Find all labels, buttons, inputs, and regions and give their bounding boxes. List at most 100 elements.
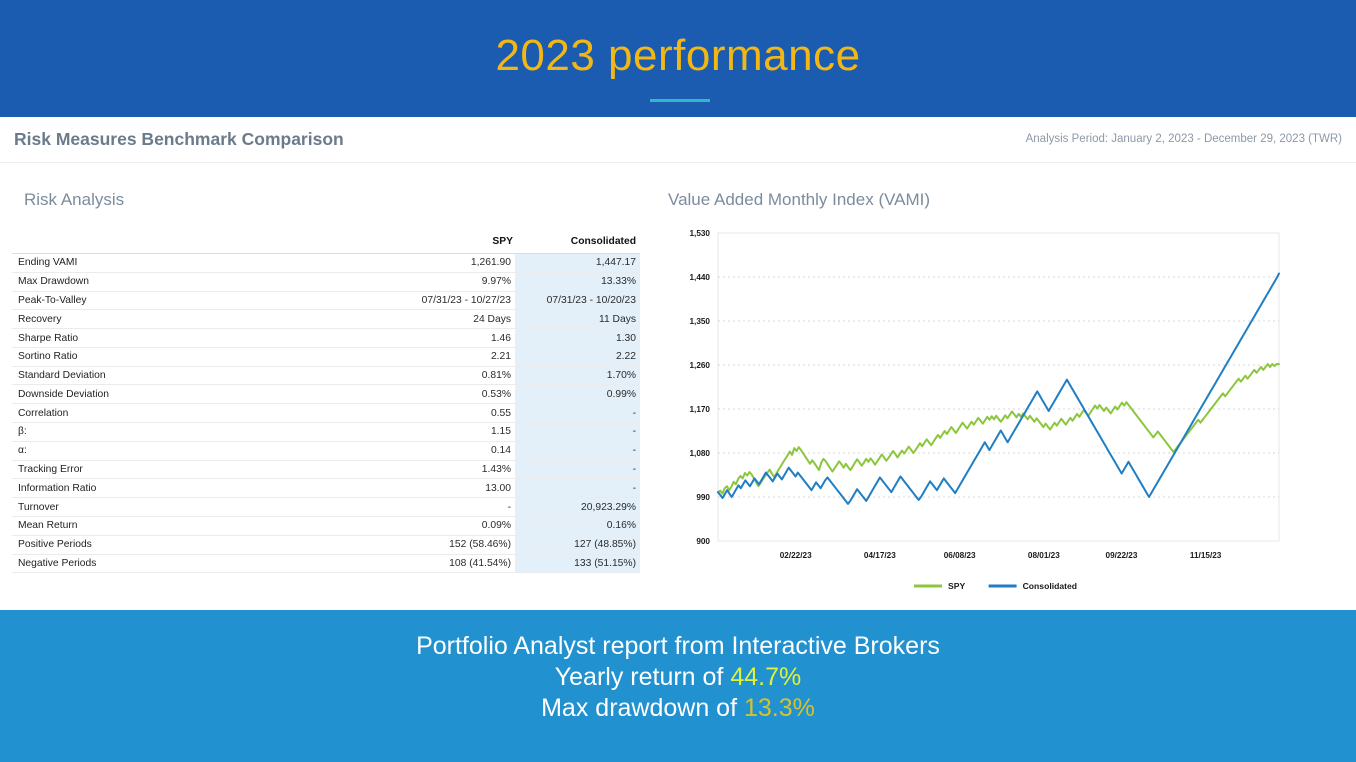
metric-label: Sharpe Ratio [12,328,240,348]
y-axis-tick: 900 [696,537,710,546]
chart-series [717,272,1280,505]
spy-value: 1.15 [240,422,515,442]
max-drawdown-label: Max drawdown of [541,694,744,722]
table-row: α: 0.14- [12,441,640,461]
spy-value: 1,261.90 [240,253,515,273]
metric-label: Ending VAMI [12,253,240,273]
consolidated-value: 2.22 [515,347,640,367]
consolidated-value: - [515,403,640,424]
analysis-period-label: Analysis Period: January 2, 2023 - Decem… [1025,133,1342,145]
column-header-spy: SPY [240,236,515,254]
consolidated-value: 1.30 [515,328,640,348]
risk-measures-table: SPY Consolidated Ending VAMI 1,261.90 1,44… [12,236,640,574]
x-axis-tick: 04/17/23 [864,551,896,560]
y-axis-tick: 990 [696,493,710,502]
vami-heading: Value Added Monthly Index (VAMI) [668,190,931,209]
metric-label: Mean Return [12,516,240,536]
y-axis-tick: 1,170 [690,405,711,414]
chart-legend: SPY Consolidated [914,581,1077,591]
spy-value: 1.43% [240,460,515,480]
consolidated-value: - [515,422,640,442]
table-row: Positive Periods 152 (58.46%) 127 (48.85%) [12,535,640,555]
yearly-return-label: Yearly return of [554,663,731,691]
table-row: Ending VAMI 1,261.90 1,447.17 [12,253,640,273]
page-title: 2023 performance [495,31,861,80]
metric-label: Recovery [12,309,240,330]
consolidated-value: 11 Days [515,309,640,330]
metric-label: α: [12,441,240,461]
spy-value: 07/31/23 - 10/27/23 [240,291,515,311]
metric-label: Peak-To-Valley [12,291,240,311]
table-header: SPY Consolidated [12,236,640,254]
metric-label: Positive Periods [12,535,240,555]
y-axis-tick-labels: 900 990 1,080 1,170 1,260 1,350 1,440 1,530 [690,229,711,546]
legend-label-spy: SPY [948,581,965,591]
column-header-consolidated: Consolidated [515,236,640,254]
x-axis-tick-labels: 02/22/23 04/17/23 06/08/23 08/01/23 09/22/23… [780,551,1222,560]
table-row: Sortino Ratio 2.21 2.22 [12,347,640,367]
column-header-metric [12,236,240,254]
spy-value: 0.53% [240,384,515,405]
metric-label: Sortino Ratio [12,347,240,367]
report-header: Risk Measures Benchmark Comparison Analy… [0,117,1356,163]
y-axis-tick: 1,440 [690,273,711,282]
legend-label-consolidated: Consolidated [1023,581,1077,591]
spy-value: 152 (58.46%) [240,535,515,555]
consolidated-value: 07/31/23 - 10/20/23 [515,291,640,311]
spy-value: 0.14 [240,441,515,461]
table-row: Sharpe Ratio 1.46 1.30 [12,328,640,348]
series-line-consolidated [717,272,1280,505]
table-row: Information Ratio 13.00- [12,478,640,499]
summary-line-source: Portfolio Analyst report from Interactiv… [416,632,940,660]
metric-label: Tracking Error [12,460,240,480]
metric-label: Negative Periods [12,554,240,574]
x-axis-tick: 02/22/23 [780,551,812,560]
x-axis-tick: 06/08/23 [944,551,976,560]
metric-label: Downside Deviation [12,384,240,405]
risk-analysis-heading: Risk Analysis [24,190,125,209]
report-title: Risk Measures Benchmark Comparison [14,129,344,149]
yearly-return-value: 44.7% [730,663,802,691]
spy-value: 9.97% [240,272,515,292]
metric-label: Correlation [12,403,240,424]
consolidated-value: 133 (51.15%) [515,554,640,574]
spy-value: 0.81% [240,366,515,386]
table-row: Downside Deviation 0.53% 0.99% [12,384,640,405]
y-gridlines [718,276,1279,498]
metric-label: β: [12,422,240,442]
y-axis-tick: 1,350 [690,317,711,326]
vami-chart-svg: 900 990 1,080 1,170 1,260 1,350 1,440 1,530 02/… [690,229,1280,591]
consolidated-value: - [515,460,640,480]
table-row: Turnover -20,923.29% [12,497,640,517]
consolidated-value: 0.16% [515,516,640,536]
spy-value: 1.46 [240,328,515,348]
consolidated-value: 0.99% [515,384,640,405]
x-axis-tick: 09/22/23 [1106,551,1138,560]
table-header-row: SPY Consolidated [12,236,640,254]
table-row: Recovery 24 Days 11 Days [12,309,640,330]
y-axis-tick: 1,530 [690,229,711,238]
table-row: Max Drawdown 9.97% 13.33% [12,272,640,292]
table-row: Standard Deviation 0.81% 1.70% [12,366,640,386]
spy-value: 2.21 [240,347,515,367]
table-row: Negative Periods 108 (41.54%) 133 (51.15%) [12,554,640,574]
metric-label: Standard Deviation [12,366,240,386]
consolidated-value: 1,447.17 [515,253,640,273]
x-axis-tick: 08/01/23 [1028,551,1060,560]
spy-value: 24 Days [240,309,515,330]
vami-chart: 900 990 1,080 1,170 1,260 1,350 1,440 1,530 02/… [668,222,1288,602]
table-row: Mean Return 0.09% 0.16% [12,516,640,536]
consolidated-value: 13.33% [515,272,640,292]
max-drawdown-value: 13.3% [743,694,815,722]
table-row: Tracking Error 1.43% - [12,460,640,480]
table-row: Peak-To-Valley 07/31/23 - 10/27/23 07/31/2… [12,291,640,311]
metric-label: Turnover [12,497,240,517]
x-axis-tick: 11/15/23 [1190,551,1222,560]
plot-area-frame [717,232,1280,542]
y-axis-tick: 1,080 [690,449,711,458]
spy-value: 0.55 [240,403,515,424]
table-row: β: 1.15- [12,422,640,442]
summary-line-yearly-return: Yearly return of 44.7% [0,663,1356,692]
consolidated-value: - [515,441,640,461]
spy-value: - [240,497,515,517]
